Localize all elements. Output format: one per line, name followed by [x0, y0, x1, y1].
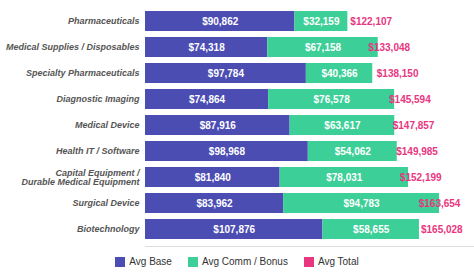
svg-text:$133,048: $133,048 — [368, 42, 410, 53]
html-text:Avg Base: Avg Base — [129, 256, 172, 267]
svg-text:$83,962: $83,962 — [196, 198, 233, 209]
svg-text:$40,366: $40,366 — [321, 68, 358, 79]
html-text:Avg Total: Avg Total — [317, 256, 359, 267]
svg-text:Biotechnology: Biotechnology — [77, 224, 140, 234]
svg-text:$74,864: $74,864 — [189, 94, 226, 105]
svg-text:$90,862: $90,862 — [202, 16, 239, 27]
svg-text:Medical Supplies / Disposables: Medical Supplies / Disposables — [6, 42, 140, 52]
svg-text:$63,617: $63,617 — [324, 120, 361, 131]
svg-text:$32,159: $32,159 — [303, 16, 340, 27]
svg-text:$58,655: $58,655 — [353, 224, 390, 235]
svg-text:$98,968: $98,968 — [209, 146, 246, 157]
html-text:Avg Comm / Bonus: Avg Comm / Bonus — [201, 256, 288, 267]
svg-text:$122,107: $122,107 — [350, 16, 392, 27]
svg-text:Pharmaceuticals: Pharmaceuticals — [68, 16, 140, 26]
svg-text:$81,840: $81,840 — [195, 172, 232, 183]
svg-text:Specialty Pharmaceuticals: Specialty Pharmaceuticals — [26, 68, 140, 78]
svg-text:$76,578: $76,578 — [314, 94, 351, 105]
svg-text:Medical Device: Medical Device — [75, 120, 140, 130]
svg-text:Health IT / Software: Health IT / Software — [56, 146, 140, 156]
svg-text:Diagnostic Imaging: Diagnostic Imaging — [56, 94, 140, 104]
svg-text:$147,857: $147,857 — [393, 120, 435, 131]
svg-text:$78,031: $78,031 — [326, 172, 363, 183]
svg-text:$74,318: $74,318 — [189, 42, 226, 53]
svg-text:$152,199: $152,199 — [400, 172, 442, 183]
svg-text:$107,876: $107,876 — [213, 224, 255, 235]
svg-text:$94,783: $94,783 — [343, 198, 380, 209]
svg-text:$149,985: $149,985 — [396, 146, 438, 157]
svg-text:$145,594: $145,594 — [389, 94, 431, 105]
svg-text:$87,916: $87,916 — [200, 120, 237, 131]
svg-text:$163,654: $163,654 — [419, 198, 461, 209]
svg-text:$97,784: $97,784 — [208, 68, 245, 79]
svg-text:Surgical Device: Surgical Device — [72, 198, 139, 208]
svg-text:$54,062: $54,062 — [335, 146, 372, 157]
svg-text:$165,028: $165,028 — [421, 224, 463, 235]
svg-text:$138,150: $138,150 — [377, 68, 419, 79]
svg-text:Capital Equipment /Durable Med: Capital Equipment /Durable Medical Equip… — [21, 168, 141, 187]
svg-text:$67,158: $67,158 — [305, 42, 342, 53]
